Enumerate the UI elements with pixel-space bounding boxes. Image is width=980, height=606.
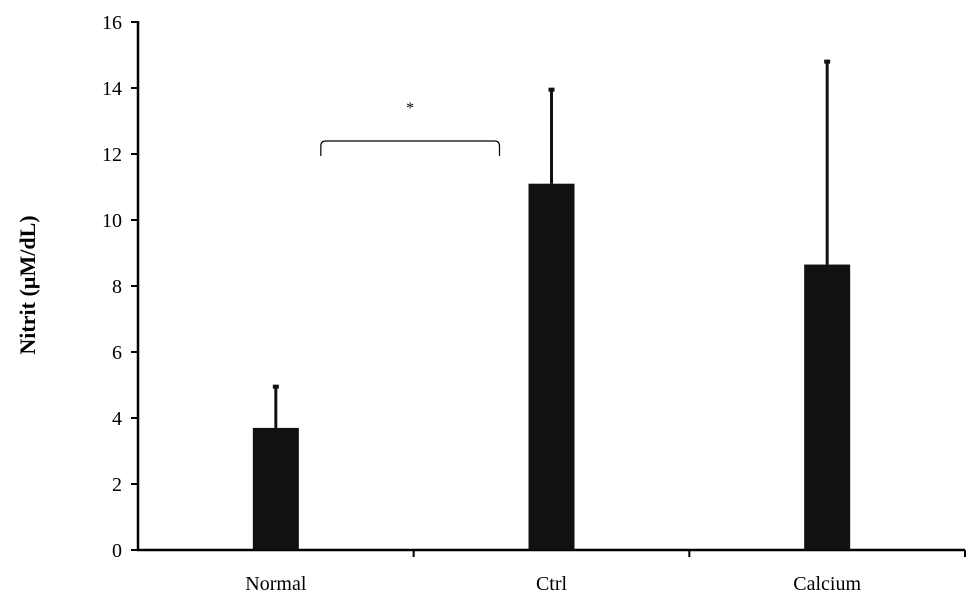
bar-ctrl — [528, 183, 575, 550]
y-tick-label-10: 10 — [102, 210, 122, 232]
annotations: * — [320, 100, 501, 156]
bars — [252, 183, 851, 550]
bar-calcium — [804, 264, 851, 550]
y-tick-label-2: 2 — [112, 474, 122, 496]
error-bars — [272, 59, 831, 428]
y-tick-label-4: 4 — [112, 408, 122, 430]
y-tick-label-16: 16 — [102, 12, 122, 34]
x-tick-label-ctrl: Ctrl — [536, 573, 568, 595]
significance-bracket — [320, 140, 501, 156]
y-tick-label-6: 6 — [112, 342, 122, 364]
y-tick-label-14: 14 — [102, 78, 122, 100]
bar-normal — [252, 427, 299, 550]
significance-marker: * — [406, 100, 414, 117]
y-tick-label-0: 0 — [112, 540, 122, 562]
y-tick-label-8: 8 — [112, 276, 122, 298]
x-tick-label-calcium: Calcium — [793, 573, 861, 595]
x-tick-label-normal: Normal — [245, 573, 307, 595]
y-tick-label-12: 12 — [102, 144, 122, 166]
y-axis-title: Nitrit (µM/dL) — [15, 215, 40, 354]
